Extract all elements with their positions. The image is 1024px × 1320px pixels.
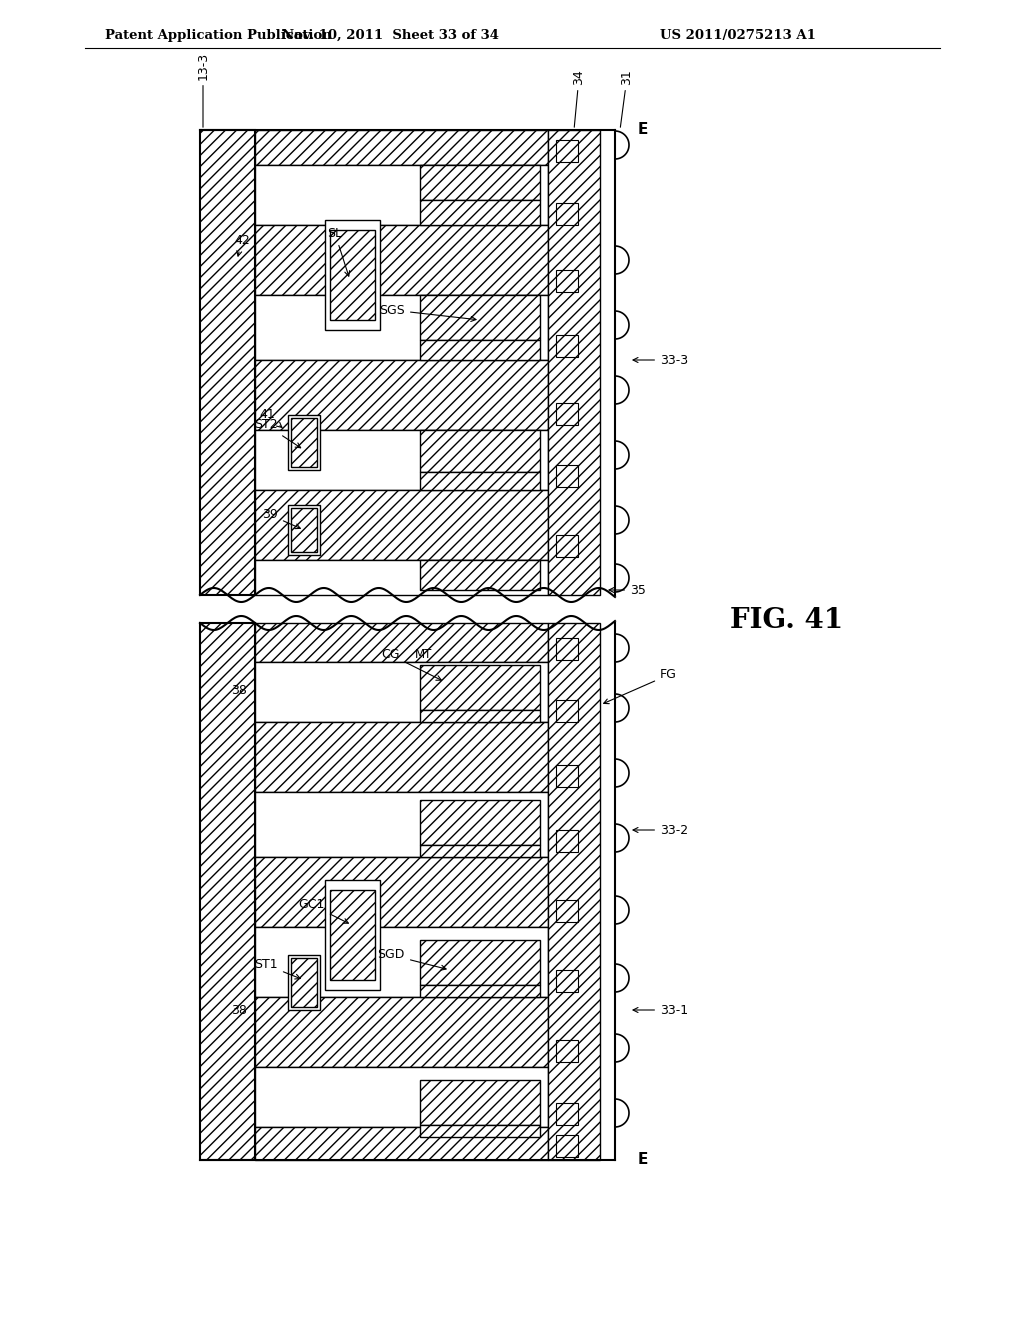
Bar — [556, 1135, 578, 1158]
Bar — [420, 940, 540, 985]
Bar — [556, 203, 578, 224]
Text: E: E — [638, 123, 648, 137]
Bar — [420, 165, 540, 201]
Bar — [291, 508, 317, 552]
Bar — [255, 490, 548, 560]
Bar — [200, 623, 255, 1160]
Text: 38: 38 — [231, 684, 247, 697]
Text: 38: 38 — [231, 1003, 247, 1016]
Bar — [255, 623, 548, 663]
Text: 41: 41 — [259, 408, 282, 428]
Bar — [420, 341, 540, 360]
Bar — [330, 890, 375, 979]
Text: 33-2: 33-2 — [633, 824, 688, 837]
Bar — [420, 560, 540, 590]
Bar — [291, 418, 317, 467]
Bar — [255, 224, 548, 294]
Bar — [255, 663, 548, 722]
Text: 13-3: 13-3 — [197, 51, 210, 127]
Text: SL: SL — [328, 227, 349, 276]
Bar — [556, 1040, 578, 1063]
Bar — [255, 997, 548, 1067]
Bar — [420, 430, 540, 473]
Bar — [556, 830, 578, 851]
Bar — [556, 271, 578, 292]
Bar — [330, 230, 375, 319]
Bar — [420, 1125, 540, 1137]
Text: 39: 39 — [262, 508, 300, 528]
Text: Nov. 10, 2011  Sheet 33 of 34: Nov. 10, 2011 Sheet 33 of 34 — [282, 29, 499, 41]
Bar — [255, 792, 548, 857]
Text: FG: FG — [604, 668, 677, 704]
Bar — [420, 201, 540, 224]
Bar — [330, 890, 375, 979]
Bar — [330, 230, 375, 319]
Text: 42: 42 — [234, 234, 250, 256]
Bar — [420, 473, 540, 490]
Text: 31: 31 — [621, 69, 634, 127]
Bar — [556, 900, 578, 921]
Bar — [255, 927, 548, 997]
Bar — [255, 430, 548, 490]
Text: 33-1: 33-1 — [633, 1003, 688, 1016]
Bar — [420, 985, 540, 997]
Bar — [556, 638, 578, 660]
Text: CG: CG — [382, 648, 441, 680]
Text: SGS: SGS — [379, 304, 476, 322]
Bar — [288, 414, 319, 470]
Text: 34: 34 — [572, 69, 586, 127]
Bar — [556, 970, 578, 993]
Bar — [255, 294, 548, 360]
Text: US 2011/0275213 A1: US 2011/0275213 A1 — [660, 29, 816, 41]
Bar — [200, 129, 255, 595]
Bar — [556, 535, 578, 557]
Bar — [420, 710, 540, 722]
Bar — [325, 220, 380, 330]
Text: 35: 35 — [609, 583, 646, 597]
Bar — [556, 1104, 578, 1125]
Bar — [556, 465, 578, 487]
Bar — [255, 560, 548, 595]
Text: E: E — [638, 1152, 648, 1167]
Bar — [325, 880, 380, 990]
Bar — [556, 140, 578, 162]
Bar — [556, 335, 578, 356]
Bar — [255, 857, 548, 927]
Text: GC1: GC1 — [299, 899, 348, 923]
Bar — [288, 506, 319, 554]
Bar — [556, 700, 578, 722]
Text: ST2: ST2 — [254, 418, 301, 447]
Bar — [420, 845, 540, 857]
Bar — [255, 722, 548, 792]
Bar — [556, 403, 578, 425]
Bar — [556, 766, 578, 787]
Bar — [291, 958, 317, 1007]
Bar — [548, 129, 600, 595]
Text: MT: MT — [415, 648, 432, 661]
Bar — [255, 1067, 548, 1127]
Bar — [255, 165, 548, 224]
Bar — [255, 1127, 548, 1160]
Bar — [255, 129, 548, 165]
Text: FIG. 41: FIG. 41 — [730, 606, 843, 634]
Text: Patent Application Publication: Patent Application Publication — [105, 29, 332, 41]
Bar — [288, 954, 319, 1010]
Bar — [420, 665, 540, 710]
Text: 33-3: 33-3 — [633, 354, 688, 367]
Bar — [420, 1080, 540, 1125]
Text: SGD: SGD — [378, 949, 446, 970]
Bar — [420, 294, 540, 341]
Bar — [548, 623, 600, 1160]
Bar — [255, 360, 548, 430]
Bar — [420, 800, 540, 845]
Text: ST1: ST1 — [254, 958, 300, 979]
